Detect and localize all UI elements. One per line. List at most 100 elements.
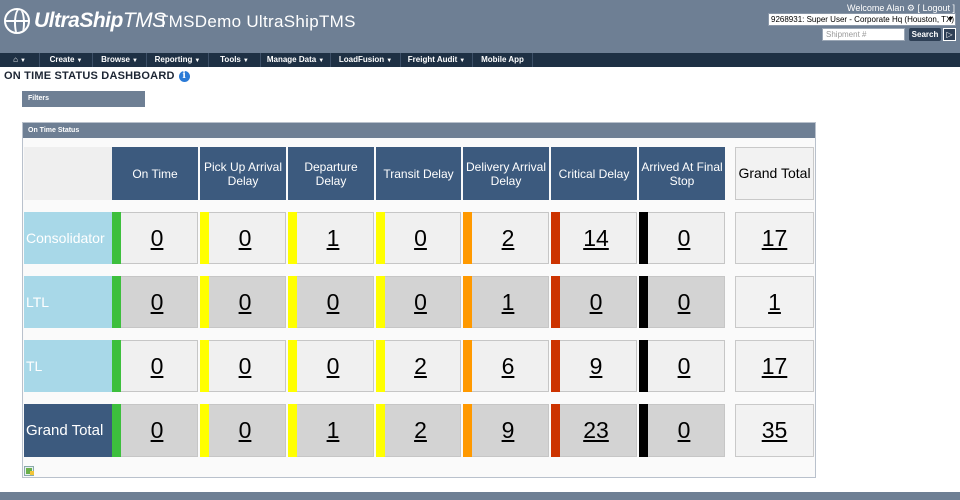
- status-color-strip: [112, 404, 121, 457]
- menu-tools[interactable]: Tools ▼: [209, 53, 261, 67]
- status-color-strip: [376, 276, 385, 328]
- row-total-link[interactable]: 35: [735, 404, 814, 457]
- count-value: 1: [326, 417, 340, 443]
- menu-mobile-app[interactable]: Mobile App: [473, 53, 533, 67]
- status-count-link[interactable]: 0: [200, 276, 286, 328]
- count-value: 0: [238, 417, 252, 443]
- status-color-strip: [288, 276, 297, 328]
- count-value: 23: [583, 417, 609, 443]
- shipment-search-input[interactable]: Shipment #: [822, 28, 905, 41]
- search-button[interactable]: Search: [909, 28, 941, 41]
- company-select-value: 9268931: Super User - Corporate Hq (Hous…: [771, 15, 955, 24]
- menu-reporting[interactable]: Reporting ▼: [147, 53, 209, 67]
- row-label: TL: [24, 340, 112, 392]
- status-count-link[interactable]: 0: [112, 404, 198, 457]
- menu-manage-data[interactable]: Manage Data ▼: [261, 53, 331, 67]
- status-count-link[interactable]: 0: [200, 404, 286, 457]
- footer-bar: [0, 492, 960, 500]
- status-count-link[interactable]: 0: [200, 212, 286, 264]
- row-total-link[interactable]: 17: [735, 212, 814, 264]
- status-count-link[interactable]: 0: [376, 276, 461, 328]
- globe-icon: [4, 8, 30, 34]
- status-count-link[interactable]: 0: [112, 212, 198, 264]
- menu-browse[interactable]: Browse ▼: [93, 53, 147, 67]
- menu-freight-audit[interactable]: Freight Audit ▼: [401, 53, 473, 67]
- settings-gear-icon[interactable]: ⚙: [906, 3, 915, 13]
- count-value: 0: [150, 224, 164, 251]
- next-arrow-icon[interactable]: ▷: [943, 28, 956, 41]
- status-color-strip: [551, 276, 560, 328]
- column-header: Critical Delay: [551, 147, 637, 200]
- info-icon[interactable]: i: [178, 70, 190, 82]
- status-count-link[interactable]: 1: [288, 404, 374, 457]
- count-value: 0: [677, 288, 691, 315]
- status-count-link[interactable]: 0: [112, 340, 198, 392]
- status-color-strip: [463, 404, 472, 457]
- status-count-link[interactable]: 9: [551, 340, 637, 392]
- status-count-link[interactable]: 1: [463, 276, 549, 328]
- ultraship-logo[interactable]: UltraShipTMS: [4, 8, 166, 34]
- status-count-link[interactable]: 0: [639, 212, 725, 264]
- status-count-link[interactable]: 6: [463, 340, 549, 392]
- welcome-area: Welcome Alan ⚙ [ Logout ]: [847, 3, 955, 14]
- count-value: 0: [677, 417, 691, 443]
- status-count-link[interactable]: 0: [639, 340, 725, 392]
- status-count-link[interactable]: 2: [463, 212, 549, 264]
- status-count-link[interactable]: 0: [639, 404, 725, 457]
- count-value: 0: [238, 352, 252, 379]
- status-count-link[interactable]: 23: [551, 404, 637, 457]
- count-value: 0: [238, 224, 252, 251]
- count-value: 9: [501, 417, 515, 443]
- chevron-down-icon: ▼: [76, 58, 83, 64]
- filters-toggle[interactable]: Filters: [22, 91, 145, 107]
- logout-link[interactable]: [ Logout ]: [917, 3, 955, 13]
- status-count-link[interactable]: 2: [376, 340, 461, 392]
- main-menu: ⌂ ▼ Create ▼ Browse ▼ Reporting ▼ Tools ▼ Man…: [0, 53, 960, 67]
- status-count-link[interactable]: 0: [551, 276, 637, 328]
- status-color-strip: [639, 404, 648, 457]
- menu-create[interactable]: Create ▼: [40, 53, 93, 67]
- column-header: Departure Delay: [288, 147, 374, 200]
- status-count-link[interactable]: 0: [288, 340, 374, 392]
- status-count-link[interactable]: 0: [639, 276, 725, 328]
- page-title-text: ON TIME STATUS DASHBOARD: [4, 70, 175, 82]
- status-count-link[interactable]: 0: [288, 276, 374, 328]
- status-color-strip: [639, 340, 648, 392]
- grand-total-column-header: Grand Total: [735, 147, 814, 200]
- count-value: 0: [150, 288, 164, 315]
- status-color-strip: [376, 212, 385, 264]
- count-value: 14: [583, 224, 609, 251]
- status-count-link[interactable]: 1: [288, 212, 374, 264]
- status-color-strip: [376, 340, 385, 392]
- row-label: LTL: [24, 276, 112, 328]
- grid-corner: [24, 147, 112, 200]
- row-total-link[interactable]: 17: [735, 340, 814, 392]
- app-header: UltraShipTMS TMSDemo UltraShipTMS Welcom…: [0, 0, 960, 53]
- status-color-strip: [288, 212, 297, 264]
- status-count-link[interactable]: 0: [112, 276, 198, 328]
- chevron-down-icon: ▼: [194, 58, 201, 64]
- status-count-link[interactable]: 2: [376, 404, 461, 457]
- export-excel-icon[interactable]: [24, 466, 34, 476]
- column-header: Transit Delay: [376, 147, 461, 200]
- row-total-link[interactable]: 1: [735, 276, 814, 328]
- chevron-down-icon: ▼: [947, 16, 954, 23]
- status-count-link[interactable]: 0: [200, 340, 286, 392]
- status-count-link[interactable]: 14: [551, 212, 637, 264]
- status-count-link[interactable]: 0: [376, 212, 461, 264]
- company-select[interactable]: 9268931: Super User - Corporate Hq (Hous…: [768, 13, 956, 26]
- status-count-link[interactable]: 9: [463, 404, 549, 457]
- status-color-strip: [200, 276, 209, 328]
- status-color-strip: [463, 340, 472, 392]
- chevron-down-icon: ▼: [386, 58, 393, 64]
- count-value: 0: [677, 352, 691, 379]
- status-color-strip: [288, 404, 297, 457]
- row-label: Consolidator: [24, 212, 112, 264]
- menu-home[interactable]: ⌂ ▼: [0, 53, 40, 67]
- menu-loadfusion[interactable]: LoadFusion ▼: [331, 53, 401, 67]
- count-value: 0: [589, 288, 603, 315]
- count-value: 0: [238, 288, 252, 315]
- count-value: 6: [501, 352, 515, 379]
- count-value: 0: [414, 224, 427, 251]
- count-value: 9: [589, 352, 603, 379]
